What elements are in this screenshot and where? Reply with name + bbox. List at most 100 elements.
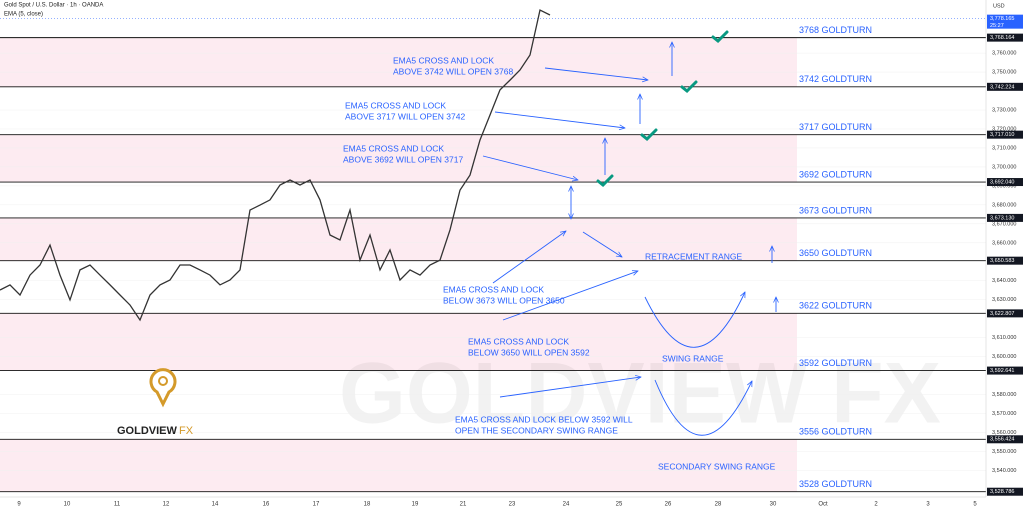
watermark: GOLDVIEW FX [339, 346, 941, 442]
y-tick-label: 3,600.000 [992, 354, 1016, 360]
price-tag [987, 33, 1023, 42]
annotation: ABOVE 3717 WILL OPEN 3742 [345, 111, 465, 121]
x-tick-label: 23 [509, 502, 516, 508]
annotation: EMA5 CROSS AND LOCK BELOW 3592 WILL [455, 414, 633, 424]
zone [0, 439, 797, 492]
x-tick-label: 24 [563, 502, 570, 508]
indicator: EMA (5, close) [4, 12, 43, 18]
arrow [582, 231, 622, 257]
zone [0, 313, 797, 371]
x-tick-label: Oct [818, 502, 828, 508]
level-label: 3673 GOLDTURN [799, 205, 872, 215]
y-tick-label: 3,540.000 [992, 468, 1016, 474]
price-tag [987, 487, 1023, 496]
price-tag [987, 256, 1023, 265]
logo-icon [149, 368, 177, 408]
level-label: 3528 GOLDTURN [799, 479, 872, 489]
levels: 3768 GOLDTURN 3742 GOLDTURN 3717 GOLDTURN 3… [0, 18, 986, 493]
annotation: BELOW 3650 WILL OPEN 3592 [468, 347, 590, 357]
y-tick-label: 3,550.000 [992, 449, 1016, 455]
zone [0, 37, 797, 87]
price-tag [987, 82, 1023, 91]
arrows [482, 42, 776, 436]
zone [0, 217, 797, 261]
x-tick-label: 18 [364, 502, 371, 508]
price-tag-label: 3,592.641 [990, 368, 1014, 374]
y-tick-label: 3,700.000 [992, 164, 1016, 170]
logo-text: GOLDVIEW [117, 425, 178, 437]
y-tick-label: 3,570.000 [992, 411, 1016, 417]
swing-curve [644, 292, 746, 348]
checkmark [640, 128, 658, 142]
zones [0, 37, 797, 492]
y-tick-label: 3,720.000 [992, 126, 1016, 132]
arrow [499, 377, 641, 398]
level-label: 3556 GOLDTURN [799, 427, 872, 437]
y-tick-label: 3,750.000 [992, 70, 1016, 76]
x-tick-label: 26 [665, 502, 672, 508]
level-label: 3650 GOLDTURN [799, 248, 872, 258]
price-tag-label: 3,742.224 [990, 84, 1014, 90]
annotation: ABOVE 3692 WILL OPEN 3717 [343, 154, 463, 164]
price-axis [986, 0, 1024, 497]
y-tick-label: 3,660.000 [992, 240, 1016, 246]
x-tick-label: 2 [874, 502, 878, 508]
x-tick-label: 9 [17, 502, 21, 508]
price-tag-label: 3,528.786 [990, 489, 1014, 495]
level-label: 3717 GOLDTURN [799, 122, 872, 132]
x-tick-label: 11 [114, 502, 121, 508]
y-tick-label: 3,710.000 [992, 145, 1016, 151]
symbol: Gold Spot / U.S. Dollar · 1h · OANDA [4, 3, 103, 9]
price-tag [987, 130, 1023, 139]
y-tick-label: 3,680.000 [992, 202, 1016, 208]
zone [0, 134, 797, 183]
y-tick-label: 3,760.000 [992, 51, 1016, 57]
annotation: OPEN THE SECONDARY SWING RANGE [455, 425, 618, 435]
y-tick-label: 3,670.000 [992, 221, 1016, 227]
price-tag [987, 309, 1023, 318]
price-tag-label: 3,673.130 [990, 215, 1014, 221]
annotation: EMA5 CROSS AND LOCK [393, 55, 494, 65]
arrow [502, 271, 638, 321]
y-tick-label: 3,730.000 [992, 107, 1016, 113]
level-label: 3742 GOLDTURN [799, 74, 872, 84]
x-tick-label: 28 [715, 502, 722, 508]
y-tick-label: 3,640.000 [992, 278, 1016, 284]
level-label: 3768 GOLDTURN [799, 25, 872, 35]
price-tag [987, 366, 1023, 375]
axis: 3,540.000 3,550.000 3,560.000 3,570.000 3,58… [17, 14, 1023, 508]
price-tag-label: 3,692.040 [990, 179, 1014, 185]
range-label: RETRACEMENT RANGE [645, 251, 742, 261]
y-tick-label: 3,580.000 [992, 392, 1016, 398]
arrow [544, 67, 648, 80]
price-tag [987, 178, 1023, 187]
x-tick-label: 14 [212, 502, 219, 508]
checkmark [596, 174, 614, 188]
annotation: EMA5 CROSS AND LOCK [443, 284, 544, 294]
price [0, 9, 551, 322]
y-tick-label: 3,630.000 [992, 297, 1016, 303]
arrow [494, 111, 625, 128]
level-label: 3592 GOLDTURN [799, 358, 872, 368]
range-label: SWING RANGE [662, 353, 724, 363]
x-tick-label: 12 [163, 502, 170, 508]
annotation: BELOW 3673 WILL OPEN 3650 [443, 295, 565, 305]
logo-icon [158, 376, 168, 386]
x-tick-label: 10 [64, 502, 71, 508]
checkmark [711, 30, 729, 44]
x-tick-label: 30 [770, 502, 777, 508]
level-label: 3692 GOLDTURN [799, 169, 872, 179]
arrow [492, 231, 566, 284]
logo: GOLDVIEW FX [117, 368, 194, 437]
y-tick-label: 3,690.000 [992, 183, 1016, 189]
price-tag [987, 435, 1023, 444]
range-label: SECONDARY SWING RANGE [658, 461, 776, 471]
arrow [482, 155, 578, 180]
price-tag [987, 213, 1023, 222]
y-tick-label: 3,610.000 [992, 335, 1016, 341]
annotation: EMA5 CROSS AND LOCK [343, 143, 444, 153]
level-label: 3622 GOLDTURN [799, 301, 872, 311]
grid [0, 52, 986, 471]
x-tick-label: 21 [460, 502, 467, 508]
